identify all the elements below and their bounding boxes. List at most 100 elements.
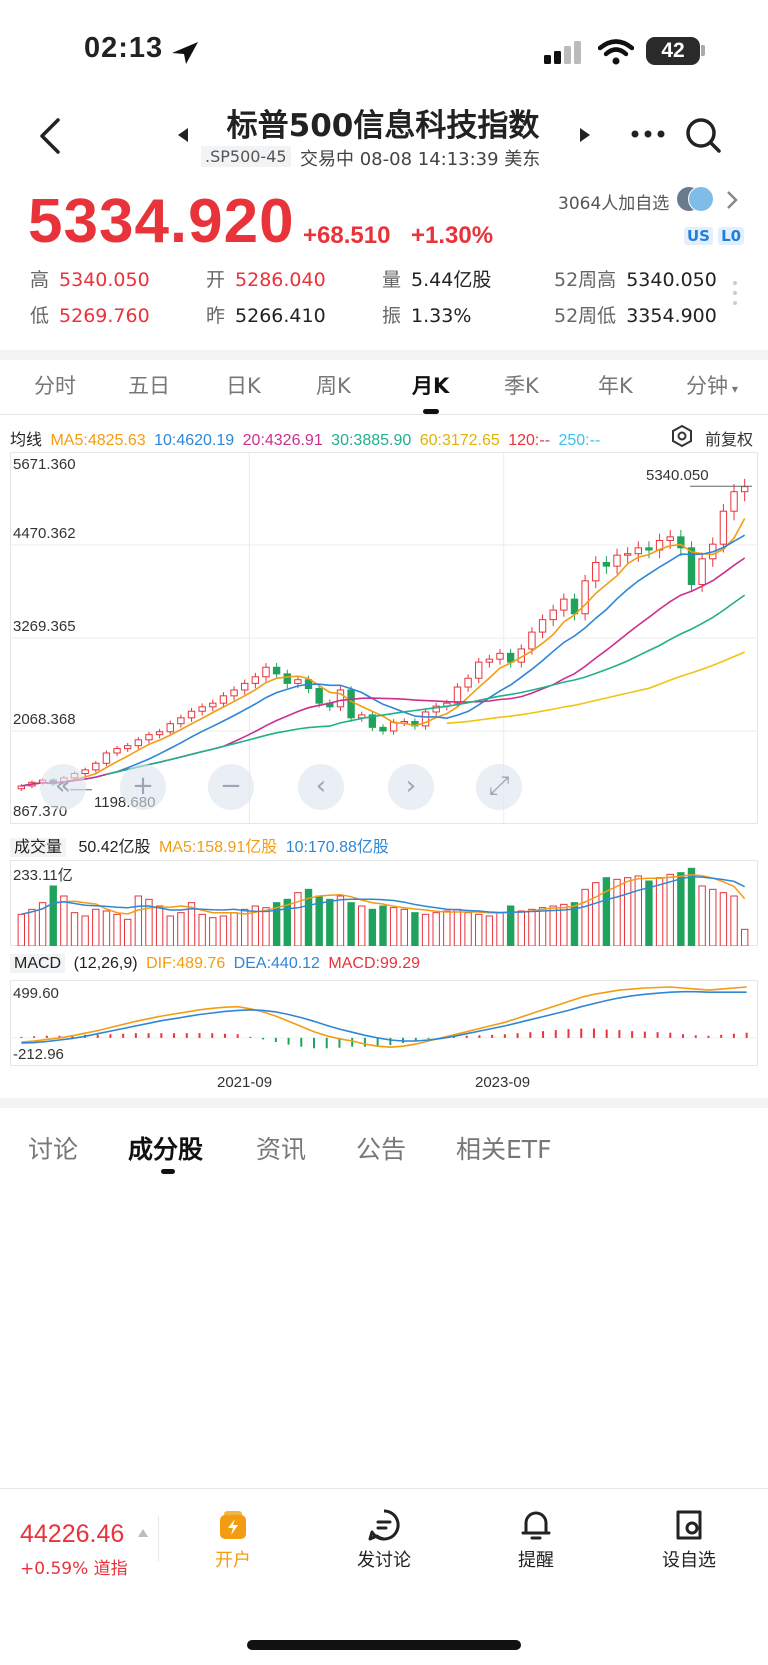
search-icon[interactable] <box>684 116 724 156</box>
home-indicator <box>247 1640 521 1650</box>
volume-bar <box>166 915 174 946</box>
tab-yearly-k[interactable]: 年K <box>598 374 633 398</box>
more-icon[interactable] <box>630 128 666 140</box>
tab-quarterly-k[interactable]: 季K <box>504 374 539 398</box>
volume-bar <box>134 895 143 946</box>
candlestick-chart[interactable] <box>10 452 758 824</box>
post-discussion-button[interactable]: 发讨论 <box>339 1508 429 1572</box>
volume-ma5: MA5:158.91亿股 <box>158 839 278 856</box>
add-to-watchlist-button[interactable]: 设自选 <box>644 1508 734 1572</box>
volume-bar <box>60 895 68 946</box>
badge-us: US <box>684 227 713 245</box>
tab-minute[interactable]: 分钟 ▾ <box>686 374 738 398</box>
zoom-out-button[interactable]: − <box>208 764 254 810</box>
ma10-line <box>21 534 746 787</box>
stat-prev-close: 昨 5266.410 <box>206 305 326 327</box>
volume-bar <box>155 905 164 946</box>
tab-constituents[interactable]: 成分股 <box>128 1135 204 1164</box>
candle-body <box>81 769 89 775</box>
volume-bar <box>70 912 79 946</box>
macd-chart[interactable] <box>10 980 758 1066</box>
volume-bar <box>506 905 515 946</box>
dow-index-value[interactable]: 44226.46 <box>20 1520 125 1548</box>
chevron-right-icon[interactable] <box>726 190 738 210</box>
volume-bar <box>379 905 387 946</box>
candle-body <box>421 711 430 727</box>
stat-52w-low: 52周低 3354.900 <box>554 305 717 327</box>
zoom-in-button[interactable]: + <box>120 764 166 810</box>
volume-bar <box>389 907 398 946</box>
volume-bar <box>453 908 462 946</box>
candle-body <box>134 739 143 747</box>
badge-l0: L0 <box>718 227 745 245</box>
cellular-signal-icon <box>544 41 581 64</box>
back-icon[interactable] <box>36 116 64 156</box>
scroll-left-button[interactable]: ‹ <box>298 764 344 810</box>
candle-body <box>92 762 100 771</box>
tab-weekly-k[interactable]: 周K <box>316 374 351 398</box>
y-tick-label: 4470.362 <box>13 525 76 542</box>
macd-dif: DIF:489.76 <box>146 955 226 972</box>
prev-index-icon[interactable] <box>176 126 190 144</box>
volume-bar <box>219 915 228 946</box>
dow-index-change[interactable]: +0.59% 道指 <box>20 1559 128 1579</box>
candle-body <box>283 673 291 684</box>
adjust-mode[interactable]: 前复权 <box>705 432 754 449</box>
candle-body <box>347 689 355 719</box>
expand-stats-icon[interactable] <box>732 280 738 310</box>
watcher-avatars <box>676 186 714 212</box>
ma60-value: 60:3172.65 <box>419 432 500 449</box>
tab-daily-k[interactable]: 日K <box>226 374 261 398</box>
tab-news[interactable]: 资讯 <box>256 1135 307 1164</box>
tab-monthly-k[interactable]: 月K <box>412 374 450 398</box>
candle-body <box>645 547 653 551</box>
bottom-bar-divider <box>0 1488 768 1489</box>
volume-bar <box>38 902 47 946</box>
watchers-count[interactable]: 3064人加自选 <box>558 194 670 214</box>
ma5-line <box>21 518 746 787</box>
macd-legend-label: MACD <box>10 954 66 973</box>
candle-body <box>464 677 472 688</box>
candle-body <box>506 652 515 663</box>
volume-chart[interactable] <box>10 860 758 946</box>
volume-bar <box>613 878 621 946</box>
scroll-right-button[interactable]: › <box>388 764 434 810</box>
price-alert-button[interactable]: 提醒 <box>491 1508 581 1572</box>
volume-bar <box>81 915 89 946</box>
tab-announcements[interactable]: 公告 <box>356 1135 407 1164</box>
battery-tip <box>701 45 705 56</box>
x-tick-label: 2021-09 <box>217 1074 273 1091</box>
tab-related-etf[interactable]: 相关ETF <box>456 1135 552 1164</box>
stat-open: 开 5286.040 <box>206 269 326 291</box>
tab-five-day[interactable]: 五日 <box>128 374 170 398</box>
volume-bar <box>443 910 451 946</box>
ma120-value: 120:-- <box>508 432 551 449</box>
macd-dea: DEA:440.12 <box>233 955 320 972</box>
open-account-button[interactable]: 开户 <box>188 1508 278 1572</box>
volume-bar <box>198 913 206 946</box>
volume-bar <box>347 902 355 946</box>
candle-body <box>241 682 249 691</box>
volume-bar <box>496 912 504 946</box>
candle-body <box>634 547 642 555</box>
candle-body <box>581 580 589 615</box>
section-divider <box>0 1098 768 1108</box>
tab-discussion[interactable]: 讨论 <box>28 1135 79 1164</box>
tab-intraday[interactable]: 分时 <box>34 374 76 398</box>
volume-bar <box>581 888 589 946</box>
volume-bar <box>623 877 632 946</box>
settings-hex-icon[interactable] <box>670 424 694 448</box>
candle-body <box>698 558 706 585</box>
ma60-line <box>446 651 746 725</box>
volume-bar <box>241 908 249 946</box>
volume-bar <box>336 895 345 946</box>
dif-line <box>21 986 747 1049</box>
dea-line <box>21 990 747 1044</box>
candle-body <box>560 598 568 611</box>
scroll-start-button[interactable]: « <box>40 764 86 810</box>
candle-body <box>549 609 557 621</box>
volume-bar <box>262 907 270 946</box>
fullscreen-button[interactable]: ⤢ <box>476 764 522 810</box>
volume-bar <box>28 908 36 946</box>
next-index-icon[interactable] <box>578 126 592 144</box>
